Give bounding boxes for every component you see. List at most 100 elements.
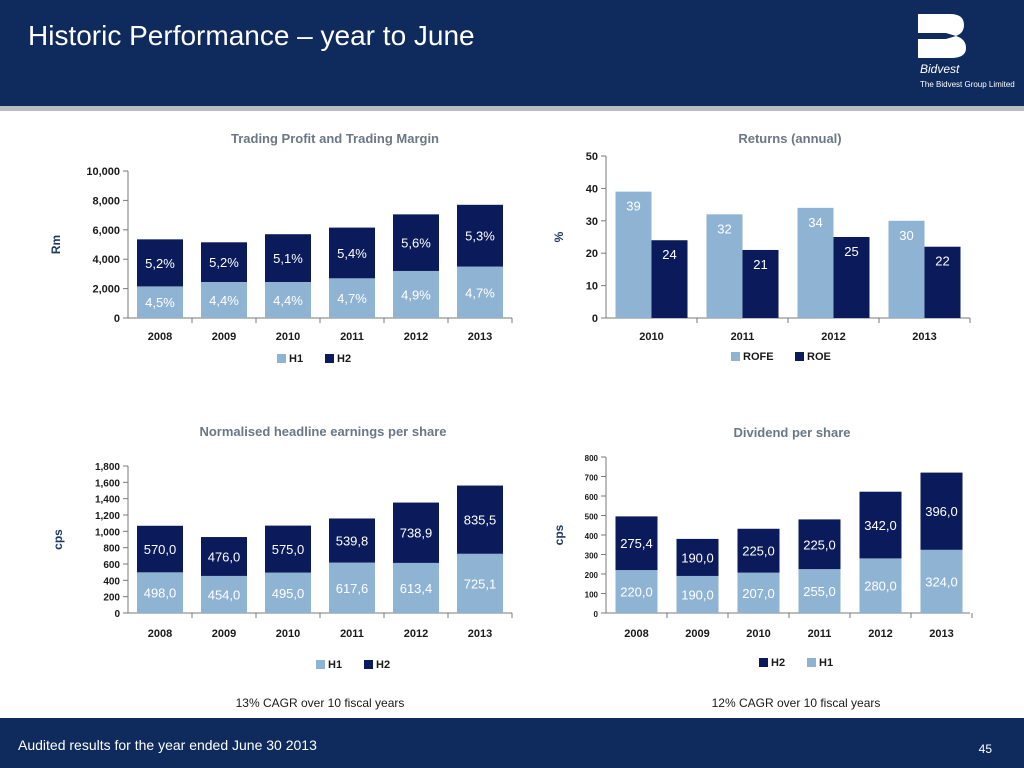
legend-swatch [759,658,768,667]
data-label: 570,0 [144,542,177,557]
x-tick-label: 2011 [340,628,364,640]
logo-subtitle: The Bidvest Group Limited [920,80,1015,89]
footer-bar: Audited results for the year ended June … [0,718,1024,768]
legend-swatch [316,660,325,669]
legend-label: H1 [289,353,303,365]
data-label: 25 [844,244,858,259]
x-tick-label: 2011 [340,331,364,343]
data-label: 4,7% [337,291,367,306]
bar-h1-2009 [676,575,719,613]
data-label: 396,0 [925,504,958,519]
legend-label: ROE [807,351,831,363]
x-tick-label: 2013 [468,331,492,343]
y-tick-label: 1,800 [95,462,120,473]
data-label: 21 [753,257,767,272]
data-label: 476,0 [208,549,241,564]
bar-h1-2010 [265,281,311,318]
data-label: 190,0 [681,587,714,602]
legend-label: H1 [328,659,342,671]
bar-h1-2013 [457,553,503,613]
y-tick-label: 30 [586,216,598,228]
y-tick-label: 10,000 [86,166,120,178]
bar-h1-2008 [137,286,183,318]
data-label: 613,4 [400,581,433,596]
bar-rofe-2013 [888,220,925,318]
y-tick-label: 50 [586,151,598,163]
data-label: 24 [662,247,676,262]
bar-h1-2009 [201,575,247,613]
chart-title: Returns (annual) [738,131,841,146]
legend-swatch [807,658,816,667]
x-tick-label: 2010 [276,331,300,343]
y-tick-label: 400 [585,532,599,541]
y-tick-label: 100 [585,591,599,600]
bar-h1-2011 [798,569,841,613]
data-label: 4,4% [273,293,303,308]
legend-label: H2 [376,659,390,671]
x-tick-label: 2011 [731,331,755,343]
bar-h1-2008 [615,570,658,613]
y-tick-label: 8,000 [92,195,120,207]
bar-roe-2011 [742,249,779,318]
bar-h2-2013 [920,472,963,550]
bar-h1-2013 [457,266,503,318]
data-label: 4,7% [465,285,495,300]
bar-roe-2013 [924,246,961,318]
eps-cagr-note: 13% CAGR over 10 fiscal years [235,696,405,710]
bar-h2-2008 [137,239,183,287]
x-tick-label: 2009 [685,628,709,640]
bar-h1-2012 [859,558,902,613]
legend-label: ROFE [743,351,774,363]
x-tick-label: 2008 [148,331,172,343]
bar-h2-2012 [393,502,439,563]
bar-h2-2010 [265,525,311,573]
footer-text: Audited results for the year ended June … [18,737,317,753]
data-label: 5,4% [337,246,367,261]
bar-h2-2013 [457,204,503,267]
y-tick-label: 500 [585,513,599,522]
bar-h2-2011 [798,519,841,570]
y-tick-label: 10 [586,281,598,293]
data-label: 5,6% [401,236,431,251]
dps-cagr-note: 12% CAGR over 10 fiscal years [711,696,881,710]
y-tick-label: 200 [585,571,599,580]
data-label: 5,1% [273,251,303,266]
page-title: Historic Performance – year to June [28,20,475,51]
y-tick-label: 200 [103,593,120,604]
y-axis-label: cps [552,524,566,545]
data-label: 280,0 [864,579,897,594]
x-tick-label: 2009 [212,628,236,640]
data-label: 190,0 [681,550,714,565]
bar-h1-2012 [393,562,439,613]
legend-swatch [325,354,334,363]
bar-h1-2011 [329,562,375,613]
data-label: 342,0 [864,518,897,533]
bar-h2-2012 [393,214,439,271]
x-tick-label: 2010 [746,628,770,640]
data-label: 5,2% [209,255,239,270]
legend-swatch [364,660,373,669]
data-label: 5,2% [145,256,175,271]
y-tick-label: 40 [586,183,598,195]
bar-h2-2011 [329,227,375,279]
bar-h1-2010 [737,572,780,613]
bar-h1-2010 [265,572,311,613]
y-tick-label: 0 [592,313,598,325]
bar-h1-2011 [329,278,375,318]
y-tick-label: 600 [103,560,120,571]
y-tick-label: 0 [114,609,120,620]
data-label: 32 [717,221,731,236]
y-tick-label: 6,000 [92,225,120,237]
bar-h2-2010 [265,234,311,282]
legend-label: H2 [771,657,785,669]
data-label: 4,9% [401,287,431,302]
y-axis-label: cps [51,529,65,550]
bar-h2-2008 [615,516,658,571]
y-tick-label: 300 [585,552,599,561]
data-label: 255,0 [803,584,836,599]
data-label: 617,6 [336,581,369,596]
data-label: 324,0 [925,574,958,589]
y-tick-label: 0 [114,313,120,325]
data-label: 575,0 [272,542,305,557]
logo-name: Bidvest [920,62,960,76]
